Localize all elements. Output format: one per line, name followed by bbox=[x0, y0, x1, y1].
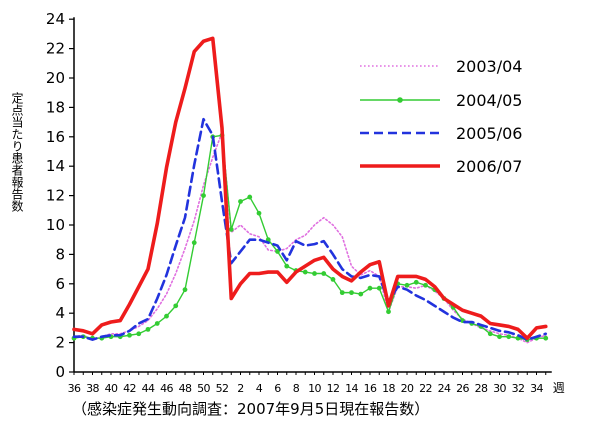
x-tick-label: 44 bbox=[142, 382, 155, 395]
series-point bbox=[127, 332, 132, 338]
series-line-2006-07 bbox=[72, 36, 548, 340]
x-tick-label: 34 bbox=[530, 382, 543, 395]
x-tick-label: 4 bbox=[256, 382, 263, 395]
series-point bbox=[238, 199, 243, 204]
series-point bbox=[173, 303, 179, 309]
y-tick-label: 24 bbox=[46, 10, 65, 28]
series-point bbox=[275, 249, 280, 254]
x-axis-label: 週 bbox=[553, 381, 565, 395]
y-tick-label: 20 bbox=[46, 69, 65, 87]
x-tick-label: 10 bbox=[308, 382, 321, 395]
series-point bbox=[349, 290, 354, 296]
y-tick-label: 12 bbox=[46, 187, 65, 205]
y-tick-label: 8 bbox=[55, 245, 65, 263]
y-tick-label: 2 bbox=[55, 334, 65, 352]
y-tick-label: 14 bbox=[46, 157, 65, 175]
legend-marker bbox=[397, 97, 403, 103]
y-tick-label: 4 bbox=[55, 304, 65, 322]
series-point bbox=[312, 271, 317, 276]
legend-label: 2006/07 bbox=[456, 157, 522, 176]
series-point bbox=[404, 282, 410, 288]
series-point bbox=[247, 194, 253, 200]
series-point bbox=[423, 282, 428, 288]
series-point bbox=[339, 290, 345, 296]
series-line-2005-06 bbox=[72, 117, 548, 341]
series-point bbox=[284, 263, 290, 269]
legend-label: 2005/06 bbox=[456, 124, 522, 143]
x-tick-label: 14 bbox=[345, 382, 358, 395]
x-tick-label: 16 bbox=[364, 382, 377, 395]
series-point bbox=[136, 331, 142, 337]
x-tick-label: 22 bbox=[419, 382, 432, 395]
series-point bbox=[256, 210, 262, 216]
series-point bbox=[376, 285, 382, 291]
y-axis-label: 定点当たり患者報告数 bbox=[10, 92, 24, 212]
x-tick-label: 42 bbox=[123, 382, 136, 395]
legend-label: 2003/04 bbox=[456, 57, 522, 76]
y-tick-label: 10 bbox=[46, 216, 65, 234]
series-point bbox=[413, 279, 419, 285]
series-point bbox=[543, 335, 549, 341]
series-point bbox=[506, 334, 512, 340]
series-point bbox=[321, 271, 327, 276]
x-tick-label: 12 bbox=[327, 382, 340, 395]
series-point bbox=[182, 287, 188, 293]
legend-label: 2004/05 bbox=[456, 91, 522, 110]
x-tick-label: 18 bbox=[382, 382, 395, 395]
source-note: （感染症発生動向調査：2007年9月5日現在報告数） bbox=[72, 400, 430, 418]
x-tick-label: 46 bbox=[160, 382, 173, 395]
series-point bbox=[487, 331, 493, 337]
x-tick-label: 48 bbox=[179, 382, 192, 395]
y-tick-label: 6 bbox=[55, 275, 65, 293]
x-tick-label: 26 bbox=[456, 382, 469, 395]
x-tick-label: 40 bbox=[105, 382, 118, 395]
x-tick-label: 30 bbox=[493, 382, 506, 395]
series-point bbox=[191, 240, 197, 246]
y-tick-label: 22 bbox=[46, 40, 65, 58]
x-tick-label: 24 bbox=[438, 382, 451, 395]
series-point bbox=[358, 291, 364, 297]
series-point bbox=[228, 227, 234, 232]
x-tick-label: 20 bbox=[401, 382, 414, 395]
y-tick-label: 0 bbox=[55, 363, 65, 381]
series-point bbox=[367, 285, 373, 291]
y-tick-label: 16 bbox=[46, 128, 65, 146]
series-point bbox=[497, 334, 502, 340]
x-tick-label: 28 bbox=[475, 382, 488, 395]
x-tick-label: 50 bbox=[197, 382, 210, 395]
x-tick-label: 6 bbox=[274, 382, 281, 395]
x-tick-label: 2 bbox=[237, 382, 243, 395]
x-tick-label: 38 bbox=[86, 382, 99, 395]
y-tick-label: 18 bbox=[46, 98, 65, 116]
x-tick-label: 32 bbox=[512, 382, 525, 395]
x-tick-label: 8 bbox=[293, 382, 300, 395]
series-point bbox=[386, 309, 391, 315]
series-point bbox=[145, 326, 151, 332]
series-point bbox=[330, 276, 336, 282]
series-point bbox=[201, 193, 206, 199]
series-point bbox=[154, 321, 160, 326]
x-tick-label: 36 bbox=[68, 382, 81, 395]
series-point bbox=[302, 269, 308, 275]
x-tick-label: 52 bbox=[216, 382, 229, 395]
series-point bbox=[164, 313, 169, 319]
